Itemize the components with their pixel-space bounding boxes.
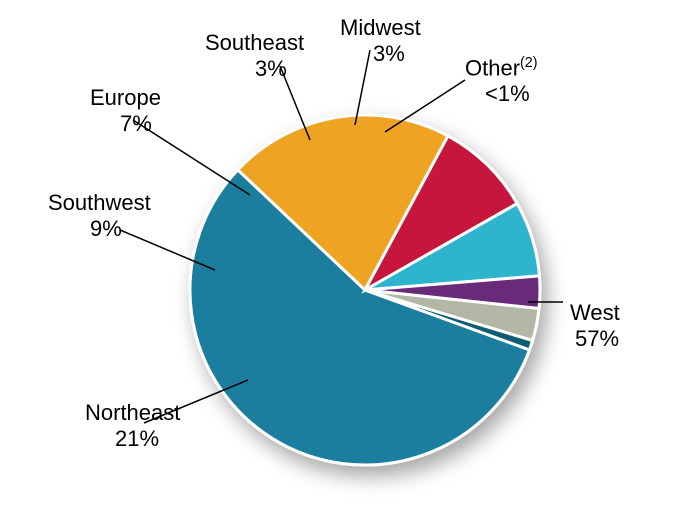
slice-name-label: Europe bbox=[90, 85, 161, 110]
slice-name-label: West bbox=[570, 300, 620, 325]
slice-pct-label: 57% bbox=[575, 326, 619, 351]
slice-pct-label: <1% bbox=[485, 81, 530, 106]
pie-svg bbox=[0, 0, 687, 514]
slice-name-label: Southwest bbox=[48, 190, 151, 215]
slice-pct-label: 9% bbox=[90, 216, 122, 241]
slice-name-label: Midwest bbox=[340, 15, 421, 40]
slice-name-label: Other(2) bbox=[465, 55, 538, 81]
slice-name-label: Southeast bbox=[205, 30, 304, 55]
slice-pct-label: 3% bbox=[255, 56, 287, 81]
slice-pct-label: 7% bbox=[120, 111, 152, 136]
pie-chart: West57% Northeast21% Southwest9% Europe7% So… bbox=[0, 0, 687, 514]
slice-name-label: Northeast bbox=[85, 400, 180, 425]
slice-pct-label: 21% bbox=[115, 426, 159, 451]
slice-pct-label: 3% bbox=[373, 41, 405, 66]
